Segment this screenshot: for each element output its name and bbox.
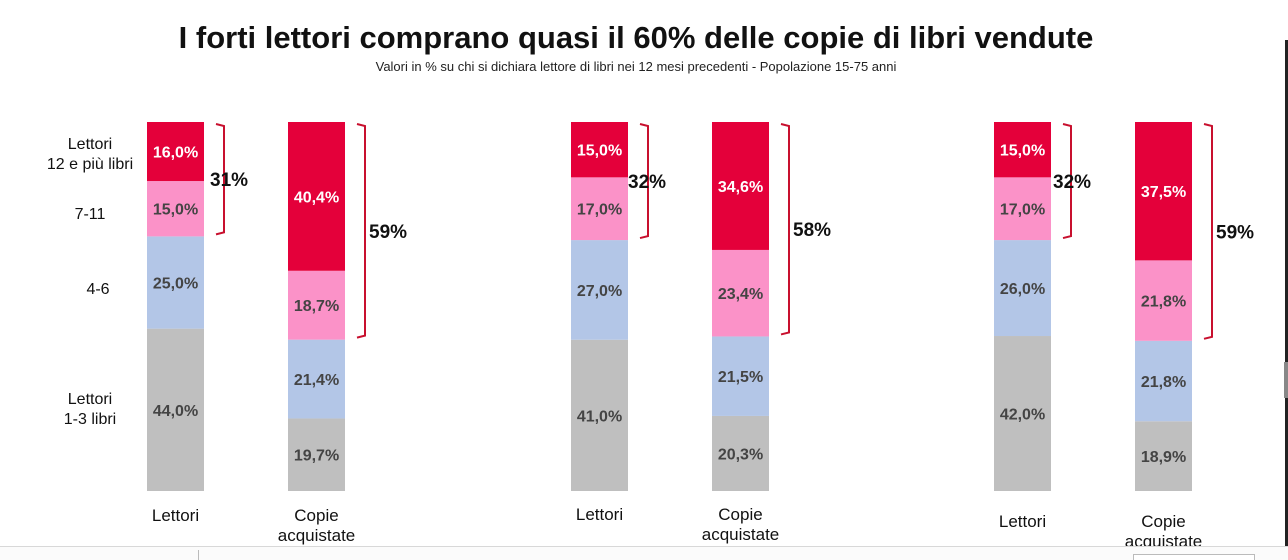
- bar-segment-7-11: [288, 270, 345, 340]
- bracket-sum-label: 58%: [793, 220, 831, 241]
- bracket-sum-label: 31%: [210, 170, 248, 191]
- right-edge-border: [1285, 40, 1288, 560]
- row-label-1-3-line1: Lettori: [67, 391, 113, 408]
- bar-segment-label: 25,0%: [153, 276, 198, 293]
- bar-segment-label: 18,7%: [294, 298, 339, 315]
- bracket-sum-label: 32%: [628, 172, 666, 193]
- chart-title: I forti lettori comprano quasi il 60% de…: [178, 20, 1094, 55]
- bar-segment-label: 15,0%: [577, 143, 622, 160]
- bar-segment-1-3: [712, 415, 769, 491]
- bar-category-label-line: Lettori: [152, 506, 199, 525]
- bar-segment-label: 20,3%: [718, 446, 763, 463]
- bar-segment-label: 16,0%: [153, 145, 198, 162]
- row-label-12-plus: Lettori 12 e più libri: [35, 135, 145, 175]
- bar-segment-12-plus: [288, 122, 345, 271]
- row-label-1-3-line2: 1-3 libri: [63, 411, 117, 428]
- bar-segment-1-3: [147, 328, 204, 491]
- bottom-divider: [198, 550, 199, 560]
- bar-segment-label: 19,7%: [294, 448, 339, 465]
- bar-category-label-line: acquistate: [702, 525, 780, 544]
- bar-segment-4-6: [1135, 340, 1192, 422]
- bracket-top-two-segments: [1203, 123, 1213, 340]
- bar-category-label-line: Lettori: [576, 505, 623, 524]
- bar-segment-label: 26,0%: [1000, 281, 1045, 298]
- bracket-top-two-segments: [215, 123, 225, 236]
- bar-segment-7-11: [712, 249, 769, 337]
- bar-segment-label: 17,0%: [1000, 202, 1045, 219]
- bar-category-label: Copie acquistate: [278, 506, 356, 545]
- bar-segment-12-plus: [994, 122, 1051, 178]
- bar-segment-label: 21,5%: [718, 369, 763, 386]
- row-label-4-6: 4-6: [86, 281, 110, 298]
- bar-category-label: Lettori: [999, 512, 1046, 531]
- bar-segment-label: 18,9%: [1141, 449, 1186, 466]
- bar-segment-1-3: [288, 418, 345, 491]
- bar-segment-12-plus: [712, 122, 769, 250]
- bar-segment-4-6: [994, 240, 1051, 337]
- bar-segment-label: 37,5%: [1141, 184, 1186, 201]
- bottom-toolbar: [0, 546, 1288, 560]
- row-label-12-plus-line1: Lettori: [67, 136, 113, 153]
- bracket-top-two-segments: [356, 123, 366, 339]
- bar-segment-4-6: [288, 339, 345, 419]
- bracket-top-two-segments: [1062, 123, 1072, 240]
- row-label-7-11: 7-11: [74, 206, 106, 223]
- bar-segment-7-11: [147, 181, 204, 237]
- bar-category-label: Lettori: [576, 505, 623, 524]
- bar-segment-12-plus: [571, 122, 628, 178]
- bar-segment-1-3: [571, 339, 628, 491]
- bracket-top-two-segments: [639, 123, 649, 240]
- bar-segment-7-11: [994, 177, 1051, 241]
- bar-segment-label: 15,0%: [1000, 143, 1045, 160]
- bracket-top-two-segments: [780, 123, 790, 336]
- bottom-panel-tab[interactable]: [1133, 554, 1255, 560]
- bracket-sum-label: 59%: [1216, 222, 1254, 243]
- bar-segment-12-plus: [147, 122, 204, 182]
- bar-segment-label: 17,0%: [577, 202, 622, 219]
- bar-segment-4-6: [712, 336, 769, 416]
- row-label-1-3: Lettori 1-3 libri: [35, 390, 145, 430]
- bar-category-label-line: Copie: [294, 506, 338, 525]
- bar-category-label: Copie acquistate: [702, 505, 780, 544]
- bracket-sum-label: 59%: [369, 222, 407, 243]
- bar-segment-4-6: [571, 240, 628, 340]
- bar-segment-label: 42,0%: [1000, 407, 1045, 424]
- bar-segment-4-6: [147, 236, 204, 329]
- bracket-sum-label: 32%: [1053, 172, 1091, 193]
- bar-segment-7-11: [1135, 260, 1192, 341]
- bar-segment-7-11: [571, 177, 628, 241]
- row-label-12-plus-line2: 12 e più libri: [46, 156, 134, 173]
- scrollbar-handle[interactable]: [1284, 362, 1288, 398]
- bar-category-label-line: Copie: [718, 505, 762, 524]
- bar-segment-label: 21,8%: [1141, 374, 1186, 391]
- bar-segment-1-3: [1135, 421, 1192, 491]
- bar-segment-label: 27,0%: [577, 283, 622, 300]
- bar-segment-label: 21,8%: [1141, 294, 1186, 311]
- bar-category-label-line: acquistate: [278, 526, 356, 545]
- bar-segment-label: 40,4%: [294, 189, 339, 206]
- chart-subtitle: Valori in % su chi si dichiara lettore d…: [375, 59, 897, 74]
- bar-segment-1-3: [994, 336, 1051, 491]
- bar-segment-label: 21,4%: [294, 372, 339, 389]
- bar-segment-label: 34,6%: [718, 179, 763, 196]
- bar-category-label-line: Copie: [1141, 512, 1185, 531]
- bar-segment-12-plus: [1135, 122, 1192, 261]
- bar-category-label-line: Lettori: [999, 512, 1046, 531]
- bar-category-label: Lettori: [152, 506, 199, 525]
- bar-segment-label: 41,0%: [577, 408, 622, 425]
- bar-segment-label: 23,4%: [718, 286, 763, 303]
- bar-segment-label: 15,0%: [153, 202, 198, 219]
- bar-segment-label: 44,0%: [153, 403, 198, 420]
